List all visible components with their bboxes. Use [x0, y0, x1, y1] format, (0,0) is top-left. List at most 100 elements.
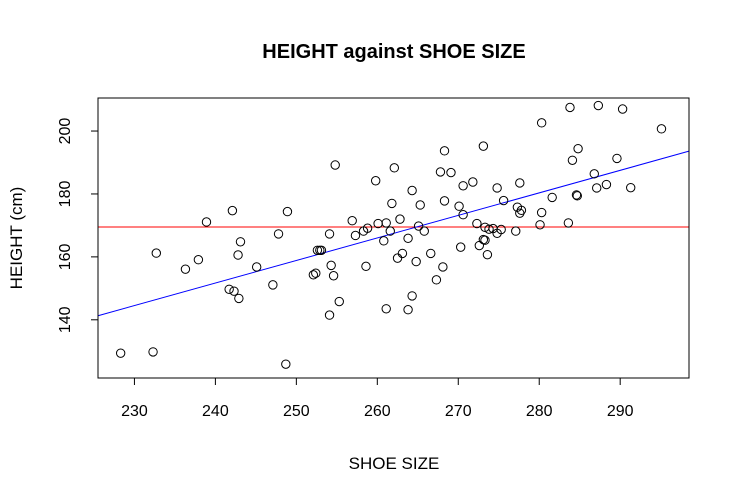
data-point [326, 260, 336, 271]
data-point [281, 359, 291, 369]
data-point [480, 235, 490, 245]
data-point [180, 264, 191, 274]
data-point [498, 195, 509, 206]
data-point [148, 347, 158, 357]
data-point [328, 271, 339, 281]
data-point [458, 210, 468, 220]
data-point [362, 223, 373, 233]
data-point [515, 178, 525, 188]
data-point [617, 104, 628, 114]
x-tick-label: 290 [607, 403, 634, 420]
y-tick-label: 160 [57, 243, 74, 270]
data-point [626, 182, 636, 193]
chart-title: HEIGHT against SHOE SIZE [262, 41, 525, 63]
data-point [419, 226, 429, 236]
data-point [324, 310, 335, 320]
x-tick-label: 250 [283, 403, 310, 420]
plot-area [97, 97, 690, 379]
data-point [536, 118, 547, 128]
data-point [573, 143, 583, 154]
data-point [308, 270, 319, 280]
data-point [515, 208, 525, 218]
data-point [589, 169, 599, 179]
data-point [484, 224, 494, 234]
data-point [233, 250, 243, 260]
data-point [478, 141, 489, 151]
data-point [407, 185, 417, 196]
data-point [347, 215, 357, 226]
data-point [511, 226, 521, 236]
data-point [454, 201, 464, 211]
y-tick-label: 140 [57, 306, 74, 333]
data-point [572, 191, 582, 201]
data-point [565, 102, 575, 113]
data-point [601, 179, 612, 190]
data-point [151, 248, 161, 258]
x-tick-label: 240 [202, 403, 229, 420]
data-point [563, 218, 574, 228]
data-point [446, 167, 456, 178]
data-point [350, 230, 361, 241]
data-point [516, 205, 527, 216]
data-point [403, 233, 413, 244]
data-point [387, 198, 397, 209]
data-point [370, 176, 381, 186]
data-point [547, 192, 557, 203]
data-point [458, 181, 468, 191]
data-point [324, 229, 335, 239]
data-point [535, 220, 545, 230]
data-point [482, 249, 493, 260]
data-point [413, 221, 424, 231]
data-point [235, 237, 246, 247]
data-point [426, 248, 436, 259]
data-point [612, 153, 622, 164]
data-point [273, 229, 284, 239]
data-point [496, 224, 506, 235]
data-point [435, 167, 446, 177]
data-point [431, 275, 442, 285]
data-point [227, 205, 238, 216]
data-point [411, 256, 421, 267]
data-point [592, 183, 602, 193]
data-points [115, 100, 667, 369]
x-axis: 230 240 250 260 270 280 290 [121, 377, 634, 420]
data-point [330, 160, 340, 170]
data-point [439, 196, 450, 206]
data-point [251, 262, 262, 272]
y-axis: 140 160 180 200 [57, 118, 99, 333]
x-tick-label: 280 [526, 403, 553, 420]
x-tick-label: 270 [445, 403, 472, 420]
data-point [397, 248, 408, 259]
data-point [403, 305, 413, 315]
data-point [311, 268, 321, 278]
y-tick-label: 200 [57, 118, 74, 145]
data-point [381, 218, 391, 228]
data-point [381, 304, 391, 314]
data-point [115, 348, 126, 358]
data-point [201, 217, 212, 227]
data-point [656, 124, 667, 134]
data-point [439, 146, 450, 156]
data-point [438, 262, 448, 272]
x-axis-label: SHOE SIZE [349, 454, 440, 473]
data-point [361, 261, 371, 272]
data-point [392, 253, 403, 263]
x-tick-label: 260 [364, 403, 391, 420]
data-point [268, 280, 278, 290]
y-tick-label: 180 [57, 181, 74, 208]
data-point [316, 245, 327, 255]
data-point [571, 190, 582, 200]
data-point [407, 291, 417, 301]
data-point [193, 255, 204, 265]
data-point [312, 245, 323, 255]
data-point [334, 296, 344, 307]
data-point [229, 286, 239, 296]
data-point [224, 284, 234, 294]
data-point [389, 163, 400, 173]
data-point [536, 207, 547, 218]
data-point [385, 226, 395, 236]
data-point [379, 236, 389, 246]
data-point [234, 293, 244, 304]
